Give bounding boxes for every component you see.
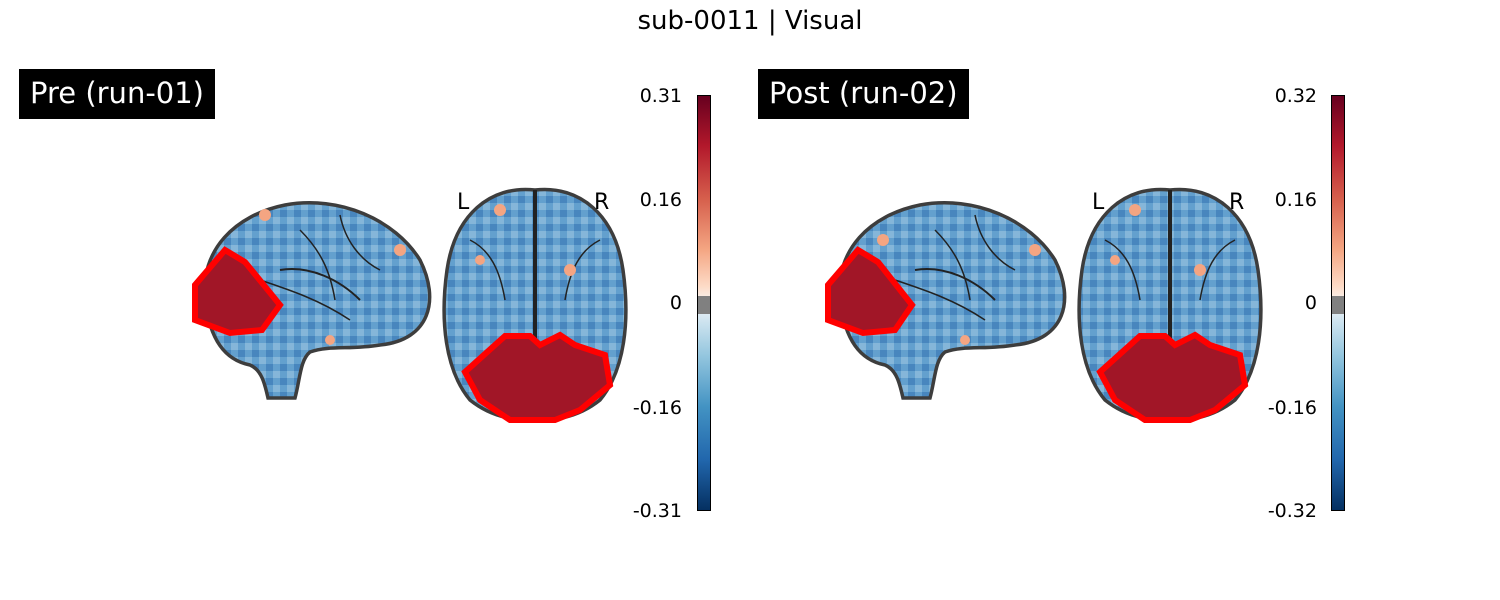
- panel-label: Post (run-02): [758, 69, 969, 119]
- colorbar-tick: -0.31: [632, 500, 682, 522]
- right-hemisphere-label: R: [1229, 190, 1245, 215]
- colorbar-zero-band: [698, 296, 710, 314]
- colorbar-tick: 0.31: [639, 85, 682, 107]
- left-hemisphere-label: L: [457, 190, 470, 215]
- colorbar-tick: 0.32: [1274, 85, 1317, 107]
- colorbar-tick: -0.32: [1267, 500, 1317, 522]
- axial-view: [442, 187, 628, 423]
- sagittal-view: [825, 201, 1067, 400]
- glass-brain-views: [825, 187, 1263, 423]
- colorbar-tick: -0.16: [1267, 397, 1317, 419]
- colorbar: [697, 95, 711, 511]
- glass-brain-views: [192, 187, 628, 423]
- right-hemisphere-label: R: [594, 190, 610, 215]
- sagittal-view: [192, 201, 432, 400]
- colorbar: [1331, 95, 1345, 511]
- left-hemisphere-label: L: [1092, 190, 1105, 215]
- colorbar-tick: 0: [1304, 292, 1317, 314]
- panel-label: Pre (run-01): [19, 69, 215, 119]
- figure-title: sub-0011 | Visual: [637, 6, 863, 36]
- colorbar-tick: 0: [669, 292, 682, 314]
- colorbar-tick: -0.16: [632, 397, 682, 419]
- axial-view: [1077, 187, 1263, 423]
- colorbar-tick: 0.16: [1274, 189, 1317, 211]
- panel-pre: Pre (run-01): [0, 0, 711, 600]
- colorbar-zero-band: [1332, 296, 1344, 314]
- panel-post: Post (run-02): [740, 0, 1500, 600]
- colorbar-tick: 0.16: [639, 189, 682, 211]
